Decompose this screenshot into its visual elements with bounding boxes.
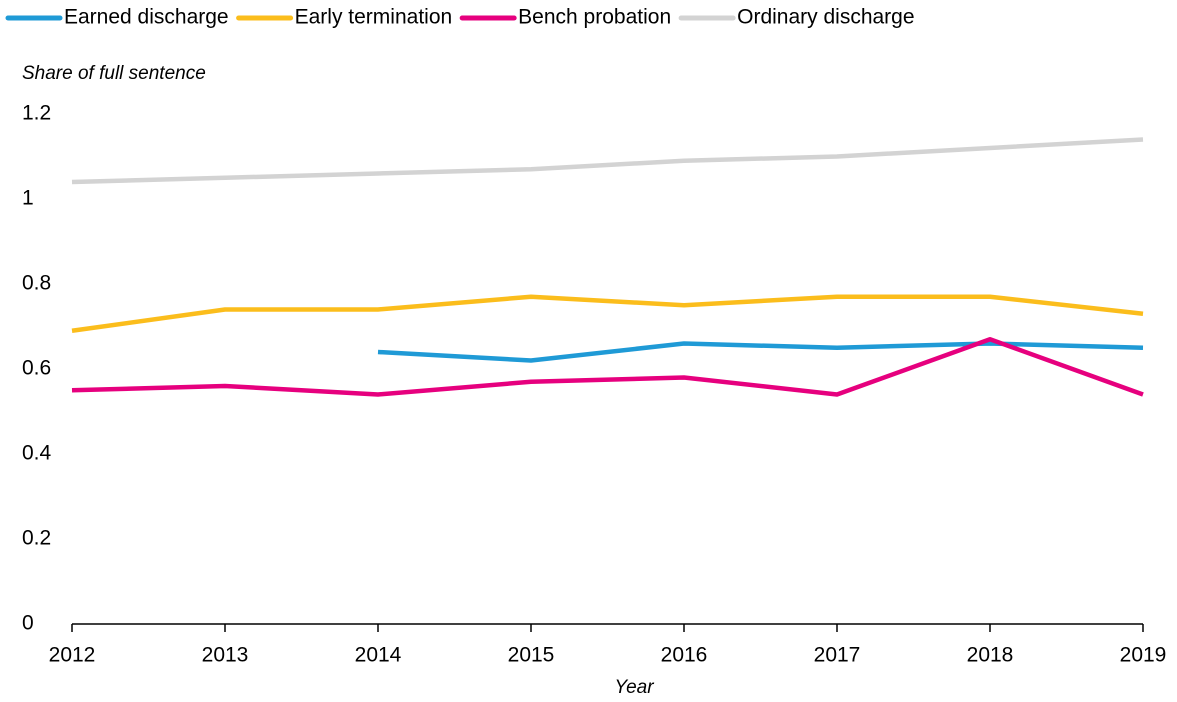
x-tick-label: 2016 (661, 644, 708, 667)
y-tick-label: 1 (22, 187, 34, 210)
y-tick-label: 0.8 (22, 272, 51, 295)
x-tick-label: 2018 (967, 644, 1014, 667)
x-tick-label: 2013 (202, 644, 249, 667)
x-tick-label: 2014 (355, 644, 402, 667)
y-tick-label: 0.6 (22, 357, 51, 380)
x-tick-label: 2012 (49, 644, 96, 667)
legend-label: Earned discharge (64, 6, 229, 29)
x-tick-label: 2019 (1120, 644, 1167, 667)
y-tick-label: 0 (22, 612, 34, 635)
y-tick-label: 0.2 (22, 527, 51, 550)
x-tick-label: 2017 (814, 644, 861, 667)
y-tick-label: 0.4 (22, 442, 52, 465)
x-tick-label: 2015 (508, 644, 555, 667)
series-line (71, 137, 1144, 185)
x-axis-label: Year (614, 677, 654, 698)
legend-label: Ordinary discharge (737, 6, 914, 29)
y-axis-label: Share of full sentence (22, 63, 206, 84)
y-tick-label: 1.2 (22, 102, 51, 125)
legend-label: Bench probation (518, 6, 671, 29)
series-line (377, 341, 1144, 363)
legend-label: Early termination (295, 6, 453, 29)
series-line (71, 294, 1144, 333)
series-line (71, 337, 1144, 397)
